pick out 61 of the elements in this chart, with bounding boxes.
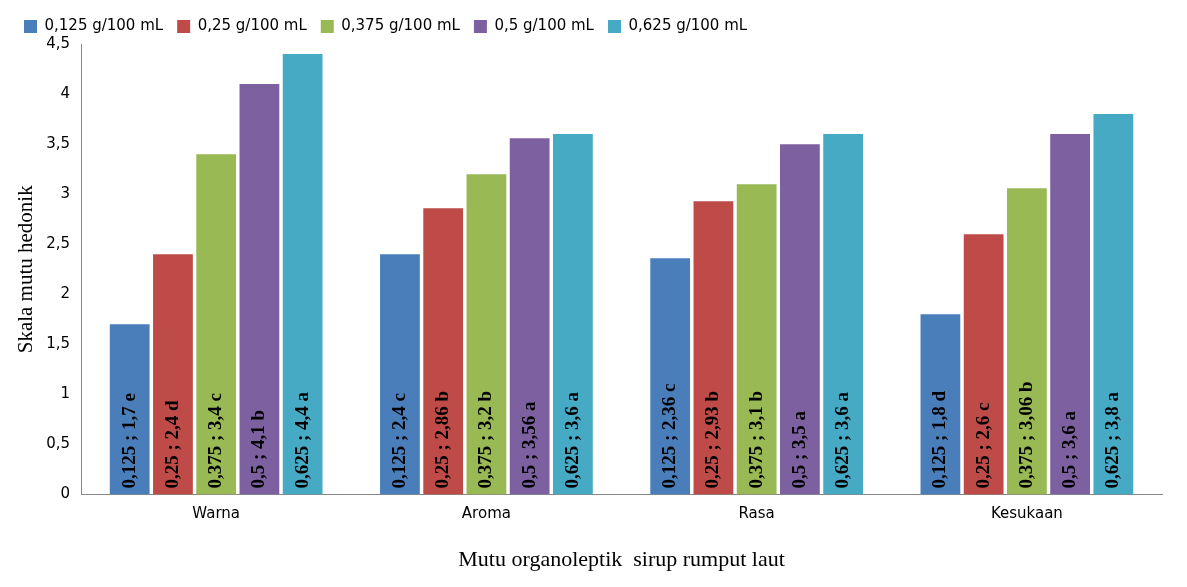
bar <box>963 234 1004 495</box>
bar <box>1006 188 1047 495</box>
y-axis-title: Skala mutu hedonik <box>13 184 38 354</box>
bar <box>823 134 864 495</box>
data-label: 0,125 ; 2,4 c <box>387 393 409 489</box>
legend-label: 0,375 g/100 mL <box>341 16 461 35</box>
data-label: 0,375 ; 3,06 b <box>1014 381 1036 489</box>
bar <box>1093 114 1134 495</box>
y-tick-label: 4,5 <box>46 33 71 52</box>
data-label: 0,25 ; 2,6 c <box>971 402 993 489</box>
y-tick-label: 3,5 <box>46 134 71 153</box>
data-label: 0,5 ; 3,5 a <box>787 410 809 489</box>
bar <box>109 324 150 495</box>
bar <box>466 174 507 495</box>
bar <box>239 84 280 495</box>
y-tick-label: 3 <box>60 184 71 203</box>
y-tick-label: 0,5 <box>46 434 71 453</box>
data-label: 0,25 ; 2,93 b <box>701 390 723 489</box>
bar <box>282 54 323 495</box>
bar <box>920 314 961 495</box>
data-label: 0,625 ; 3,6 a <box>560 391 582 489</box>
data-label: 0,125 ; 1,7 e <box>117 393 139 489</box>
legend-label: 0,125 g/100 mL <box>44 16 164 35</box>
data-label: 0,625 ; 3,6 a <box>831 391 853 489</box>
bar <box>1050 134 1091 495</box>
bar <box>779 144 820 495</box>
y-tick-label: 1 <box>60 384 71 403</box>
bar <box>650 258 691 495</box>
data-label: 0,125 ; 2,36 c <box>658 383 680 489</box>
y-tick-label: 1,5 <box>46 334 71 353</box>
x-tick-label: Aroma <box>461 504 511 523</box>
x-tick-label: Rasa <box>738 504 775 523</box>
data-label: 0,375 ; 3,2 b <box>474 390 496 489</box>
y-tick-label: 2,5 <box>46 234 71 253</box>
data-label: 0,375 ; 3,1 b <box>744 390 766 489</box>
data-label: 0,5 ; 3,56 a <box>517 401 539 489</box>
bar <box>423 208 464 495</box>
bar <box>509 138 550 495</box>
data-label: 0,5 ; 4,1 b <box>247 409 269 489</box>
x-tick-label: Kesukaan <box>990 504 1063 523</box>
y-tick-label: 4 <box>60 83 71 102</box>
bar <box>153 254 193 495</box>
data-label: 0,125 ; 1,8 d <box>928 390 950 489</box>
bar <box>553 134 593 495</box>
x-tick-label: Warna <box>192 504 241 523</box>
legend-label: 0,5 g/100 mL <box>494 16 595 35</box>
data-label: 0,25 ; 2,4 d <box>160 400 182 489</box>
y-tick-label: 2 <box>60 284 71 303</box>
data-label: 0,625 ; 3,8 a <box>1101 391 1123 489</box>
y-tick-label: 0 <box>60 484 71 503</box>
data-label: 0,375 ; 3,4 c <box>204 393 226 489</box>
legend-label: 0,25 g/100 mL <box>197 16 308 35</box>
x-axis-title: Mutu organoleptik sirup rumput laut <box>458 545 785 571</box>
data-label: 0,5 ; 3,6 a <box>1058 410 1080 489</box>
data-label: 0,25 ; 2,86 b <box>431 390 453 489</box>
data-label: 0,625 ; 4,4 a <box>290 391 312 489</box>
bar <box>196 154 237 495</box>
bar <box>736 184 777 495</box>
legend-label: 0,625 g/100 mL <box>628 16 748 35</box>
bar <box>693 201 734 495</box>
bar <box>380 254 420 495</box>
